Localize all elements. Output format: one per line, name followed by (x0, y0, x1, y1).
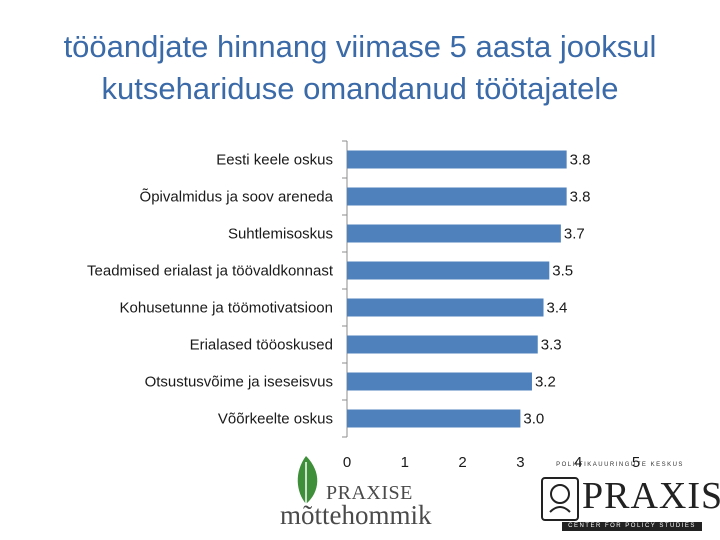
praxis-logo: POLIITIKAUURINGUTE KESKUS PRAXIS CENTER … (536, 462, 720, 534)
title-line-2: kutsehariduse omandanud töötajatele (101, 71, 619, 106)
data-label: 3.0 (523, 411, 544, 428)
page-title: tööandjate hinnang viimase 5 aasta jooks… (20, 26, 700, 110)
bar (347, 335, 538, 354)
category-label: Õpivalmidus ja soov areneda (140, 189, 334, 206)
category-label: Teadmised erialast ja töövaldkonnast (87, 263, 334, 280)
data-label: 3.2 (535, 374, 556, 391)
x-tick-label: 2 (458, 454, 466, 471)
praxis-logo-tagline-top: POLIITIKAUURINGUTE KESKUS (556, 462, 684, 468)
x-tick-label: 0 (343, 454, 351, 471)
x-tick-label: 1 (401, 454, 409, 471)
category-label: Kohusetunne ja töömotivatsioon (120, 300, 333, 317)
data-label: 3.4 (547, 300, 568, 317)
category-label: Suhtlemisoskus (228, 226, 333, 243)
category-label: Eesti keele oskus (216, 152, 333, 169)
data-label: 3.8 (570, 189, 591, 206)
bar (347, 187, 567, 206)
bar (347, 298, 544, 317)
category-label: Otsustusvõime ja iseseisvus (145, 374, 333, 391)
lion-crest-icon (541, 477, 579, 521)
leaf-icon (297, 456, 318, 504)
data-label: 3.8 (570, 152, 591, 169)
category-label: Võõrkeelte oskus (218, 411, 333, 428)
category-label: Erialased tööoskused (190, 337, 333, 354)
praxis-logo-tagline-bottom: CENTER FOR POLICY STUDIES (562, 522, 702, 531)
praxise-mottehommik-logo: PRAXISE mõttehommik (276, 452, 456, 532)
bar (347, 372, 532, 391)
data-label: 3.7 (564, 226, 585, 243)
bar (347, 409, 521, 428)
data-label: 3.5 (552, 263, 573, 280)
x-tick-label: 3 (516, 454, 524, 471)
bar (347, 150, 567, 169)
mottehommik-logo-text: mõttehommik (280, 500, 432, 530)
x-tick-label: 4 (574, 454, 582, 471)
x-tick-label: 5 (632, 454, 640, 471)
praxis-logo-text: PRAXIS (582, 475, 720, 517)
data-label: 3.3 (541, 337, 562, 354)
bar (347, 224, 561, 243)
title-line-1: tööandjate hinnang viimase 5 aasta jooks… (63, 29, 657, 64)
praxise-logo-text: PRAXISE (326, 482, 413, 504)
bar (347, 261, 550, 280)
